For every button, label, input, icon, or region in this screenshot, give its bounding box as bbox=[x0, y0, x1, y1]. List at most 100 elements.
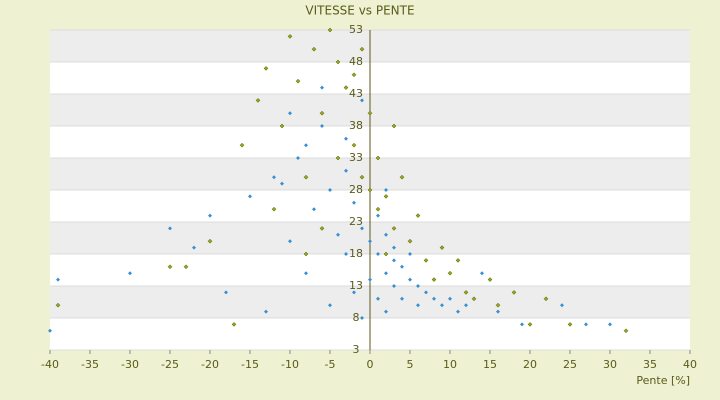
point bbox=[423, 258, 429, 263]
point bbox=[319, 110, 325, 116]
point bbox=[495, 302, 501, 308]
y-tick-label: 28 bbox=[349, 183, 363, 196]
point bbox=[376, 296, 380, 301]
y-tick-label: 43 bbox=[349, 87, 363, 100]
point bbox=[304, 271, 308, 276]
point bbox=[368, 277, 372, 282]
point bbox=[351, 142, 357, 148]
point bbox=[584, 322, 588, 327]
point bbox=[416, 303, 420, 308]
x-tick-label: 30 bbox=[603, 358, 617, 371]
point bbox=[360, 98, 364, 103]
point bbox=[248, 194, 252, 199]
point bbox=[455, 258, 461, 263]
point bbox=[312, 207, 316, 212]
point bbox=[384, 232, 388, 237]
point bbox=[376, 213, 380, 218]
y-tick-label: 48 bbox=[349, 55, 363, 68]
point bbox=[168, 226, 172, 231]
chart-title: VITESSE vs PENTE bbox=[305, 4, 414, 18]
point bbox=[439, 245, 445, 250]
point bbox=[543, 296, 549, 302]
y-tick-label: 33 bbox=[349, 151, 363, 164]
point bbox=[56, 277, 60, 282]
point bbox=[496, 309, 500, 314]
point bbox=[383, 251, 389, 257]
point bbox=[392, 258, 396, 263]
point bbox=[608, 322, 612, 327]
x-tick-label: 5 bbox=[407, 358, 414, 371]
point bbox=[471, 296, 477, 302]
x-tick-label: -20 bbox=[201, 358, 219, 371]
y-tick-label: 23 bbox=[349, 215, 363, 228]
x-axis-label: Pente [%] bbox=[636, 374, 690, 387]
point bbox=[335, 59, 341, 65]
point bbox=[448, 296, 452, 301]
point bbox=[319, 226, 325, 231]
point bbox=[391, 123, 397, 129]
point bbox=[207, 238, 213, 244]
point bbox=[384, 309, 388, 314]
point bbox=[391, 226, 397, 231]
point bbox=[296, 156, 300, 160]
x-tick-label: 15 bbox=[483, 358, 497, 371]
point bbox=[367, 187, 373, 193]
x-tick-label: -40 bbox=[41, 358, 59, 371]
point bbox=[263, 66, 269, 71]
point bbox=[335, 155, 341, 161]
point bbox=[55, 302, 61, 308]
point bbox=[239, 142, 245, 148]
x-tick-label: -10 bbox=[281, 358, 299, 371]
point bbox=[320, 124, 324, 128]
point bbox=[440, 303, 444, 308]
point bbox=[327, 27, 333, 33]
x-tick-label: -30 bbox=[121, 358, 139, 371]
point bbox=[231, 322, 237, 327]
point bbox=[560, 303, 564, 308]
x-tick-label: 25 bbox=[563, 358, 577, 371]
point bbox=[375, 206, 381, 212]
point bbox=[383, 194, 389, 199]
point bbox=[367, 110, 373, 116]
x-tick-label: -15 bbox=[241, 358, 259, 371]
point bbox=[264, 309, 268, 314]
point bbox=[384, 188, 388, 192]
x-tick-label: -5 bbox=[325, 358, 336, 371]
point bbox=[344, 168, 348, 173]
point bbox=[208, 213, 212, 218]
point bbox=[167, 264, 173, 270]
point bbox=[520, 322, 524, 327]
point bbox=[320, 85, 324, 90]
point bbox=[359, 174, 365, 180]
y-tick-label: 38 bbox=[349, 119, 363, 132]
point bbox=[48, 328, 52, 333]
point bbox=[400, 264, 404, 269]
point bbox=[623, 328, 629, 334]
point bbox=[311, 46, 317, 52]
point bbox=[360, 226, 364, 231]
point bbox=[511, 290, 517, 295]
point bbox=[399, 174, 405, 180]
point bbox=[344, 136, 348, 141]
y-tick-label: 8 bbox=[353, 311, 360, 324]
point bbox=[183, 264, 189, 270]
x-tick-label: 0 bbox=[367, 358, 374, 371]
point bbox=[328, 188, 332, 192]
point bbox=[280, 181, 284, 186]
point bbox=[288, 239, 292, 244]
point bbox=[480, 271, 484, 276]
point bbox=[128, 271, 132, 276]
x-tick-label: 40 bbox=[683, 358, 697, 371]
x-tick-label: 35 bbox=[643, 358, 657, 371]
x-tick-label: 10 bbox=[443, 358, 457, 371]
x-tick-label: -35 bbox=[81, 358, 99, 371]
point bbox=[295, 78, 301, 84]
point bbox=[271, 206, 277, 212]
point bbox=[351, 72, 357, 78]
point bbox=[527, 322, 533, 327]
point bbox=[392, 245, 396, 250]
point bbox=[456, 309, 460, 314]
point bbox=[487, 277, 493, 282]
